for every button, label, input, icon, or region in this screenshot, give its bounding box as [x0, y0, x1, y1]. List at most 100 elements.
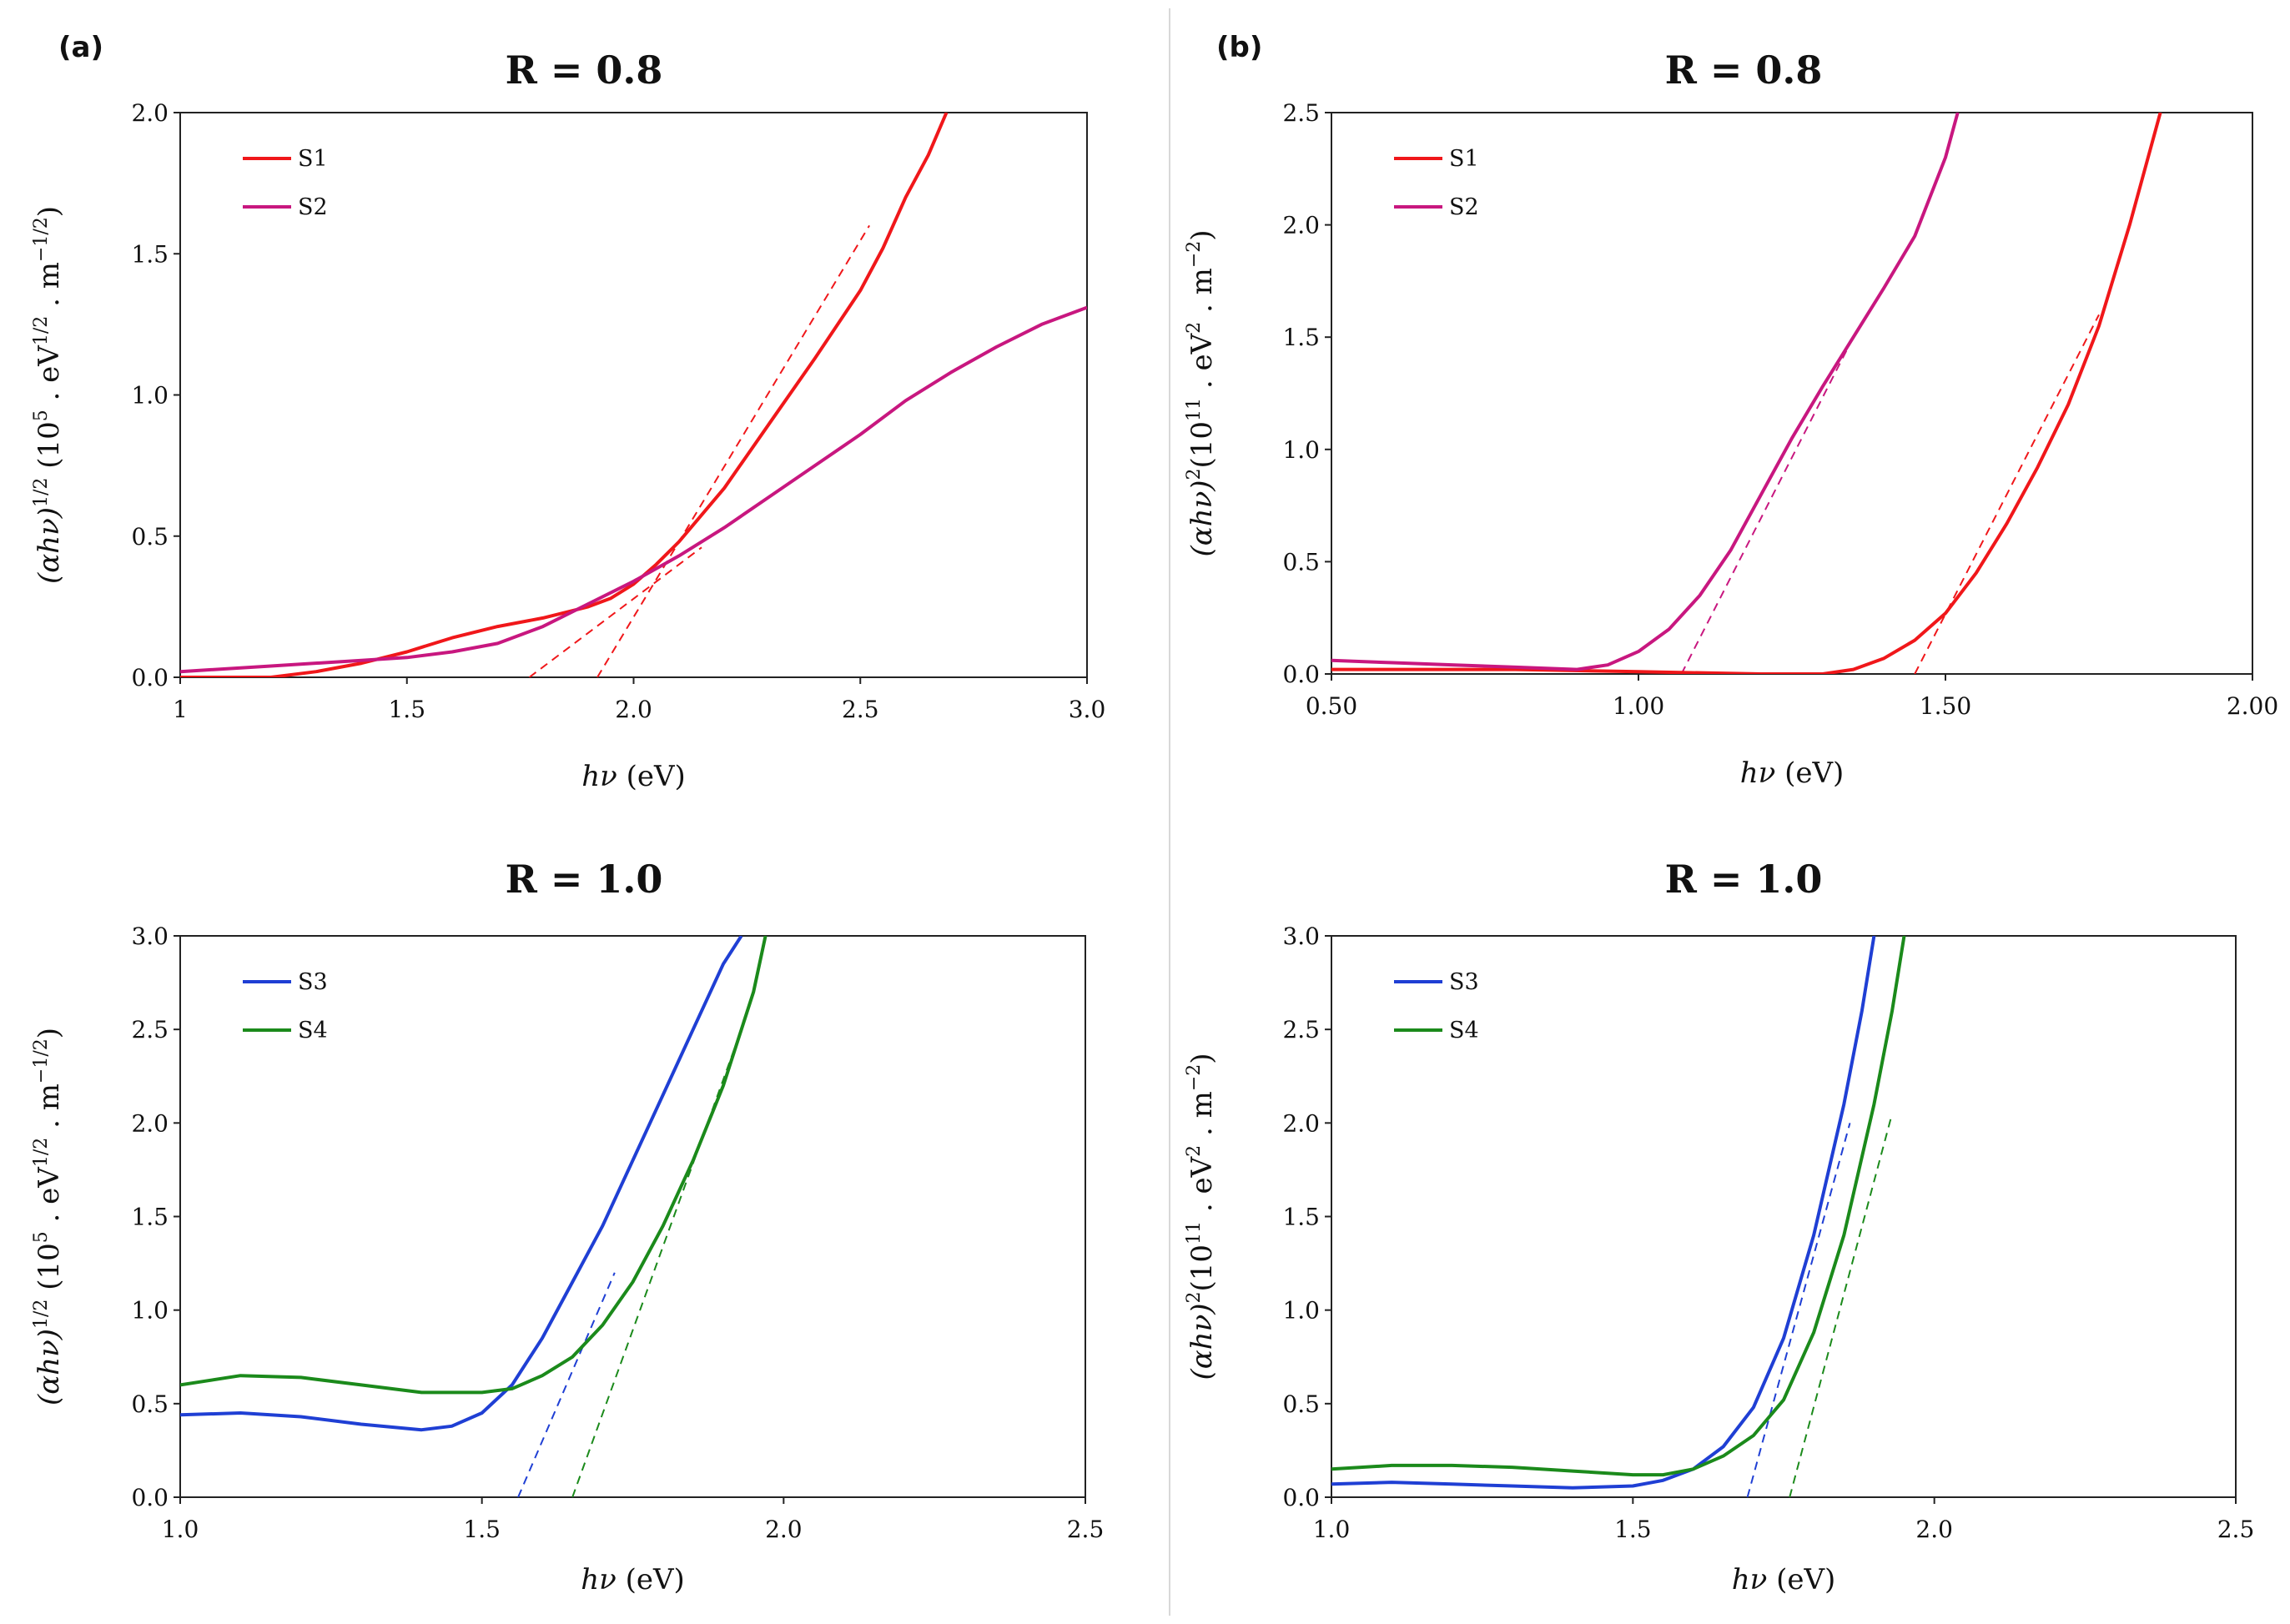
legend-label-s2: S2: [298, 194, 328, 220]
x-axis-label-symbol: hν: [1740, 757, 1776, 790]
y-label-unit-m: . m: [1185, 1091, 1219, 1145]
y-label-scale: (10: [33, 1243, 66, 1299]
chart-title: R = 0.8: [1665, 48, 1823, 93]
series-line-s4: [1331, 936, 1906, 1477]
y-tick-label: 2.0: [131, 99, 169, 127]
y-tick-label: 1.0: [1282, 436, 1320, 464]
y-label-m-exponent: −2: [1184, 1064, 1205, 1091]
series-line-s1: [180, 113, 949, 677]
x-tick-label: 2.00: [2227, 692, 2278, 720]
y-axis-label: (αhν)1/2 (105 . eV1/2 . m−1/2): [31, 1028, 66, 1405]
y-tick-label: 3.0: [131, 923, 169, 950]
y-label-ev-exponent: 2: [1184, 322, 1205, 334]
x-tick-label: 1.0: [162, 1516, 199, 1543]
y-label-unit-ev: . eV: [1185, 332, 1219, 398]
y-label-ev-exponent: 1/2: [31, 316, 52, 345]
y-tick-label: 2.0: [131, 1109, 169, 1137]
x-tick-label: 1.50: [1920, 692, 1971, 720]
legend-label-s4: S4: [298, 1018, 328, 1043]
y-tick-label: 2.5: [1282, 99, 1320, 127]
chart-title: R = 1.0: [1665, 857, 1823, 902]
series-line-s2: [180, 305, 1087, 674]
y-label-quantity: (αhν): [33, 507, 66, 584]
y-tick-label: 1.0: [131, 1297, 169, 1325]
y-label-exponent: 2: [1184, 1291, 1205, 1303]
y-tick-label: 0.5: [1282, 548, 1320, 576]
y-label-scale-exponent: 11: [1184, 398, 1205, 421]
legend-label-s1: S1: [1449, 146, 1479, 172]
legend-label-s2: S2: [1449, 194, 1479, 220]
y-label-scale-exponent: 5: [31, 410, 52, 421]
y-label-quantity: (αhν): [1185, 1303, 1219, 1380]
y-tick-label: 0.0: [131, 664, 169, 691]
y-label-close: ): [33, 1028, 66, 1038]
y-label-ev-exponent: 2: [1184, 1145, 1205, 1157]
y-label-m-exponent: −2: [1184, 241, 1205, 268]
y-tick-label: 0.0: [1282, 1484, 1320, 1511]
x-axis-label-unit: (eV): [1767, 1563, 1835, 1596]
y-tick-label: 2.0: [1282, 1109, 1320, 1137]
y-label-m-exponent: −1/2: [31, 217, 52, 262]
y-label-unit-m: . m: [33, 262, 66, 316]
y-label-exponent: 1/2: [31, 478, 52, 507]
x-axis-label-symbol: hν: [581, 1563, 617, 1596]
fit-line-s1: [596, 224, 870, 677]
x-tick-label: 1.5: [388, 696, 425, 723]
x-tick-label: 2.0: [765, 1516, 803, 1543]
series-line-s1: [1331, 113, 2162, 674]
x-tick-label: 2.0: [1915, 1516, 1953, 1543]
chart-title: R = 0.8: [506, 48, 663, 93]
y-tick-label: 2.5: [1282, 1016, 1320, 1043]
fit-line-s1: [1914, 314, 2100, 674]
legend-label-s3: S3: [1449, 969, 1479, 995]
y-label-scale-exponent: 5: [31, 1231, 52, 1243]
y-tick-label: 0.0: [1282, 661, 1320, 688]
y-label-exponent: 2: [1184, 468, 1205, 480]
x-tick-label: 0.50: [1306, 692, 1357, 720]
x-axis-label-unit: (eV): [617, 1563, 685, 1596]
y-tick-label: 1.5: [131, 1204, 169, 1231]
y-label-scale-exponent: 11: [1184, 1221, 1205, 1244]
y-label-unit-ev: . eV: [33, 1166, 66, 1232]
x-axis-label-unit: (eV): [1775, 757, 1844, 790]
chart-1: R = 0.8 1 1.5 2.0 2.5 3.0 0.0 0.5 1.0 1.5 2.0 hν (e…: [31, 48, 1105, 793]
x-tick-label: 3.0: [1069, 696, 1106, 723]
y-tick-label: 1.0: [1282, 1297, 1320, 1325]
chart-title: R = 1.0: [506, 857, 663, 902]
y-tick-label: 1.5: [1282, 1204, 1320, 1231]
x-axis-label: hν (eV): [1740, 757, 1845, 790]
y-label-scale: (10: [33, 421, 66, 477]
x-tick-label: 2.5: [1067, 1516, 1105, 1543]
x-axis-label-unit: (eV): [617, 760, 686, 793]
y-label-unit-ev: . eV: [1185, 1155, 1219, 1221]
series-line-s2: [1331, 113, 1960, 671]
chart-3: R = 1.0 1.0 1.5 2.0 2.5 0.0 0.5 1.0 1.5 2.0 2.5 3.0…: [31, 857, 1104, 1596]
x-axis-label-symbol: hν: [581, 760, 617, 793]
panel-letter-a: (a): [58, 31, 103, 64]
y-label-scale: (10: [1185, 421, 1219, 469]
chart-2: R = 0.8 0.50 1.00 1.50 2.00 0.0 0.5 1.0 1.5 2.0 2.…: [1184, 48, 2278, 790]
legend-label-s4: S4: [1449, 1018, 1479, 1043]
series-line-s3: [1331, 936, 1876, 1490]
y-label-m-exponent: −1/2: [31, 1038, 52, 1084]
fit-line-s3: [1746, 1123, 1851, 1497]
y-tick-label: 0.5: [131, 523, 169, 551]
y-label-quantity: (αhν): [1185, 480, 1219, 556]
series-line-s4: [180, 936, 768, 1395]
x-tick-label: 1: [173, 696, 188, 723]
legend-label-s1: S1: [298, 146, 328, 172]
y-tick-label: 1.0: [131, 382, 169, 410]
series-line-s3: [180, 936, 743, 1432]
x-tick-label: 1.0: [1313, 1516, 1351, 1543]
y-label-close: ): [33, 206, 66, 217]
fit-line-s4: [1789, 1113, 1894, 1497]
y-label-exponent: 1/2: [31, 1300, 52, 1329]
x-tick-label: 1.5: [463, 1516, 501, 1543]
x-tick-label: 1.5: [1614, 1516, 1652, 1543]
x-tick-label: 2.5: [2217, 1516, 2255, 1543]
y-label-unit-m: . m: [1185, 268, 1219, 322]
y-tick-label: 1.5: [131, 240, 169, 268]
chart-4: R = 1.0 1.0 1.5 2.0 2.5 0.0 0.5 1.0 1.5 2.0 2.5 3.0…: [1184, 857, 2254, 1596]
y-axis-label: (αhν)1/2 (105 . eV1/2 . m−1/2): [31, 206, 66, 584]
